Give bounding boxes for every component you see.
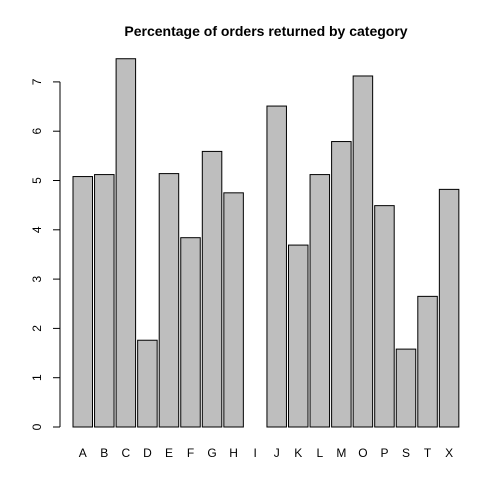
x-tick-label-I: I (253, 446, 256, 460)
x-tick-label-G: G (207, 446, 216, 460)
bars (72, 58, 460, 428)
x-tick-label-C: C (122, 446, 131, 460)
bar-T (417, 295, 438, 428)
bar-X (438, 188, 460, 428)
x-tick-label-T: T (424, 446, 432, 460)
bar-M (331, 141, 352, 428)
y-tick-label: 5 (30, 177, 44, 184)
bar-C (115, 58, 137, 428)
bar-J (266, 105, 287, 428)
bar-F (180, 237, 201, 428)
x-tick-label-F: F (187, 446, 194, 460)
bar-L (309, 174, 331, 428)
bar-O (352, 75, 374, 428)
x-tick-label-B: B (100, 446, 108, 460)
x-tick-label-E: E (165, 446, 173, 460)
x-tick-label-J: J (274, 446, 280, 460)
bar-D (137, 339, 158, 428)
x-tick-label-D: D (143, 446, 152, 460)
x-tick-label-H: H (229, 446, 238, 460)
y-tick-label: 1 (30, 374, 44, 381)
y-tick-label: 0 (30, 423, 44, 430)
x-tick-label-L: L (316, 446, 323, 460)
x-tick-label-X: X (445, 446, 453, 460)
y-tick-label: 6 (30, 128, 44, 135)
bar-G (201, 150, 223, 428)
y-tick-label: 2 (30, 325, 44, 332)
y-axis: 0 1 2 3 4 5 6 7 (30, 78, 61, 430)
bar-S (395, 348, 417, 428)
x-tick-label-P: P (380, 446, 388, 460)
x-tick-label-M: M (336, 446, 346, 460)
x-tick-label-A: A (79, 446, 87, 460)
y-tick-label: 3 (30, 275, 44, 282)
bar-P (374, 205, 395, 428)
y-tick-label: 4 (30, 226, 44, 233)
x-tick-label-K: K (294, 446, 302, 460)
chart-title: Percentage of orders returned by categor… (124, 23, 407, 39)
x-tick-label-S: S (402, 446, 410, 460)
bar-A (72, 176, 93, 428)
bar-H (223, 192, 244, 428)
y-tick-label: 7 (30, 78, 44, 85)
bar-K (288, 244, 309, 428)
bar-B (94, 174, 115, 428)
x-tick-label-O: O (358, 446, 367, 460)
bar-E (158, 173, 180, 428)
